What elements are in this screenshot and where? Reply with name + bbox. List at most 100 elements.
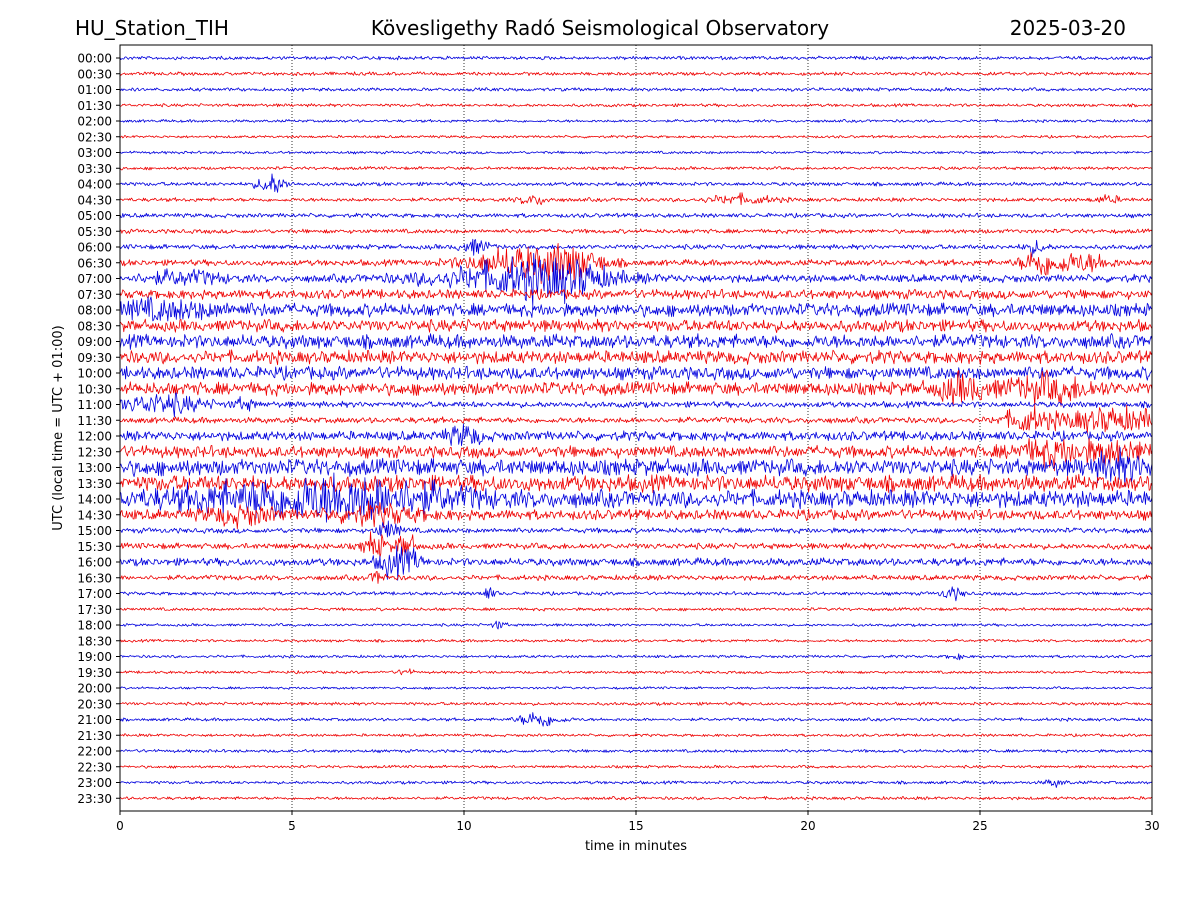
y-tick-label: 21:00 — [77, 713, 112, 727]
trace-0730 — [119, 288, 1153, 300]
x-axis: 0 5 10 15 20 25 30 — [116, 811, 1160, 833]
trace-1600 — [119, 545, 1153, 581]
y-tick-label: 22:00 — [77, 745, 112, 759]
trace-1930 — [119, 668, 1153, 676]
trace-1430 — [119, 500, 1153, 530]
y-tick-label: 15:30 — [77, 540, 112, 554]
trace-1530 — [119, 531, 1153, 558]
y-tick-label: 14:00 — [77, 493, 112, 507]
y-tick-label: 00:30 — [77, 67, 112, 81]
y-tick-label: 05:00 — [77, 209, 112, 223]
y-tick-label: 12:00 — [77, 430, 112, 444]
trace-0330 — [119, 166, 1153, 171]
x-axis-label: time in minutes — [585, 839, 687, 854]
trace-0400 — [119, 173, 1153, 193]
trace-0030 — [119, 71, 1153, 77]
x-tick-label: 20 — [800, 819, 815, 833]
trace-0700 — [119, 253, 1153, 307]
x-tick-label: 5 — [288, 819, 296, 833]
y-tick-label: 19:30 — [77, 666, 112, 680]
y-tick-label: 23:00 — [77, 776, 112, 790]
station-name: HU_Station_TIH — [75, 16, 229, 40]
trace-1730 — [119, 607, 1153, 612]
trace-1000 — [119, 365, 1153, 381]
y-tick-label: 20:00 — [77, 682, 112, 696]
trace-2230 — [119, 764, 1153, 769]
y-tick-label: 08:30 — [77, 319, 112, 333]
y-axis-label: UTC (local time = UTC + 01:00) — [51, 325, 66, 530]
trace-0930 — [119, 349, 1153, 366]
y-tick-label: 18:30 — [77, 634, 112, 648]
y-tick-label: 03:30 — [77, 162, 112, 176]
trace-1800 — [119, 620, 1153, 630]
y-tick-label: 15:00 — [77, 524, 112, 538]
trace-0830 — [119, 318, 1153, 333]
trace-0600 — [119, 238, 1153, 258]
x-tick-label: 10 — [456, 819, 471, 833]
trace-0000 — [119, 55, 1153, 61]
trace-2130 — [119, 733, 1153, 738]
trace-1700 — [119, 586, 1153, 602]
y-tick-label: 03:00 — [77, 146, 112, 160]
y-tick-label: 11:30 — [77, 414, 112, 428]
y-tick-label: 07:30 — [77, 288, 112, 302]
y-tick-label: 16:00 — [77, 556, 112, 570]
y-tick-label: 08:00 — [77, 304, 112, 318]
trace-0630 — [119, 243, 1153, 285]
y-tick-label: 17:00 — [77, 587, 112, 601]
trace-1130 — [119, 404, 1153, 434]
y-tick-label: 11:00 — [77, 398, 112, 412]
y-tick-label: 13:30 — [77, 477, 112, 491]
trace-2030 — [119, 701, 1153, 706]
trace-1330 — [119, 473, 1153, 494]
y-tick-label: 09:30 — [77, 351, 112, 365]
y-tick-label: 12:30 — [77, 445, 112, 459]
y-tick-label: 05:30 — [77, 225, 112, 239]
y-tick-label: 14:30 — [77, 508, 112, 522]
trace-1500 — [119, 520, 1153, 538]
y-tick-label: 23:30 — [77, 792, 112, 806]
trace-0800 — [119, 296, 1153, 322]
trace-1100 — [119, 392, 1153, 418]
y-tick-label: 13:00 — [77, 461, 112, 475]
trace-0300 — [119, 150, 1153, 155]
trace-1230 — [119, 438, 1153, 472]
trace-0530 — [119, 228, 1153, 235]
traces-group — [119, 55, 1153, 801]
y-tick-label: 06:00 — [77, 241, 112, 255]
trace-1830 — [119, 638, 1153, 643]
trace-0230 — [119, 134, 1153, 139]
y-tick-label: 04:00 — [77, 178, 112, 192]
y-tick-label: 19:00 — [77, 650, 112, 664]
trace-2200 — [119, 748, 1153, 754]
y-tick-label: 02:30 — [77, 130, 112, 144]
trace-1200 — [119, 423, 1153, 447]
y-tick-label: 01:30 — [77, 99, 112, 113]
y-tick-label: 20:30 — [77, 697, 112, 711]
trace-1400 — [119, 472, 1153, 523]
y-tick-label: 01:00 — [77, 83, 112, 97]
trace-0900 — [119, 333, 1153, 350]
x-tick-label: 15 — [628, 819, 643, 833]
y-tick-label: 04:30 — [77, 193, 112, 207]
trace-1900 — [119, 653, 1153, 661]
trace-0200 — [119, 119, 1153, 123]
chart-date: 2025-03-20 — [1010, 16, 1126, 40]
plot-frame — [119, 44, 1153, 812]
trace-1030 — [119, 369, 1153, 407]
y-tick-label: 10:00 — [77, 367, 112, 381]
y-tick-label: 21:30 — [77, 729, 112, 743]
y-tick-label: 02:00 — [77, 115, 112, 129]
trace-1630 — [119, 571, 1153, 584]
x-tick-label: 30 — [1144, 819, 1159, 833]
y-tick-label: 09:00 — [77, 335, 112, 349]
trace-0130 — [119, 103, 1153, 108]
grid-lines — [291, 45, 981, 811]
y-tick-label: 07:00 — [77, 272, 112, 286]
y-tick-label: 06:30 — [77, 256, 112, 270]
trace-2300 — [119, 779, 1153, 788]
trace-2330 — [119, 796, 1153, 801]
x-tick-label: 0 — [116, 819, 124, 833]
